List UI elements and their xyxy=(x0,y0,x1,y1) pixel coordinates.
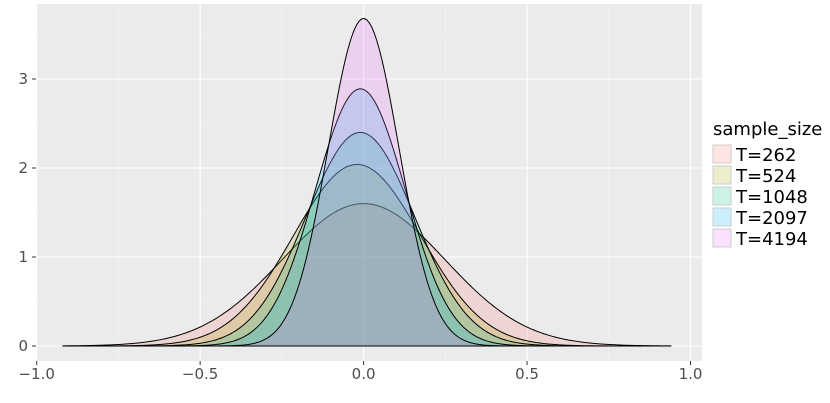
legend-label-1: T=262 xyxy=(735,145,796,166)
legend-key-1 xyxy=(712,144,732,164)
y-tick-label: 1 xyxy=(18,248,28,266)
legend-label-4: T=2097 xyxy=(735,208,808,229)
density-area-5 xyxy=(62,18,671,347)
density-area-2 xyxy=(62,163,671,347)
legend-key-4 xyxy=(712,207,732,227)
legend-label-2: T=524 xyxy=(735,166,796,187)
legend-key-2 xyxy=(712,165,732,185)
density-area-1 xyxy=(62,203,672,347)
axes: −1.0 −0.5 0.0 0.5 1.0 0 1 2 3 xyxy=(18,70,702,383)
y-tick-label: 0 xyxy=(18,337,28,355)
legend-key-3 xyxy=(712,186,732,206)
legend-title: sample_size xyxy=(713,119,822,140)
legend-key-5 xyxy=(712,228,732,248)
x-tick-label: 0.0 xyxy=(352,365,376,383)
legend-label-5: T=4194 xyxy=(735,229,808,250)
x-tick-label: −0.5 xyxy=(182,365,218,383)
x-tick-label: 1.0 xyxy=(679,365,703,383)
x-tick-label: 0.5 xyxy=(515,365,539,383)
legend-label-3: T=1048 xyxy=(735,187,808,208)
y-tick-label: 2 xyxy=(18,159,28,177)
x-tick-label: −1.0 xyxy=(18,365,54,383)
density-areas xyxy=(62,18,672,347)
y-tick-label: 3 xyxy=(18,70,28,88)
